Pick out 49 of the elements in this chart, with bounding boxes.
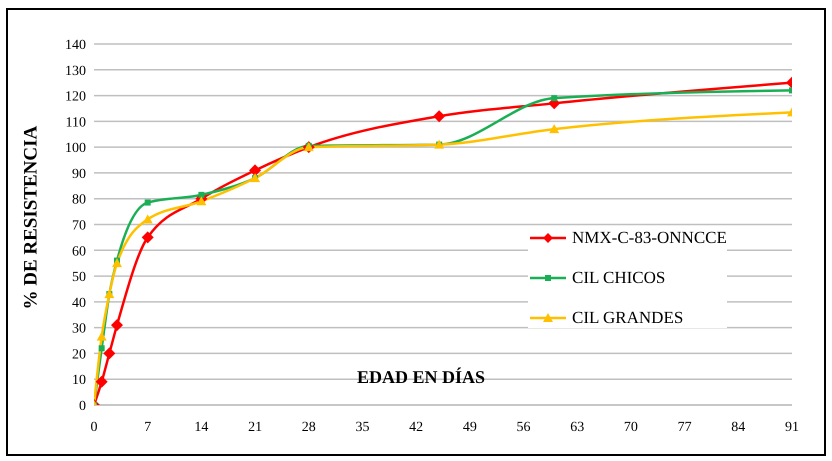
y-tick-label: 20 xyxy=(72,347,86,362)
point xyxy=(112,258,122,268)
y-tick-label: 90 xyxy=(72,166,86,182)
point xyxy=(144,200,151,206)
point xyxy=(98,345,105,352)
x-tick-label: 49 xyxy=(462,420,477,435)
x-tick-label: 28 xyxy=(302,420,316,435)
legend-label: CIL CHICOS xyxy=(572,268,666,288)
x-tick-label: 7 xyxy=(144,420,152,435)
point xyxy=(103,347,116,360)
x-tick-label: 70 xyxy=(624,420,638,435)
legend-label: CIL GRANDES xyxy=(572,308,684,328)
y-axis-title: % DE RESISTENCIA xyxy=(20,126,42,310)
point xyxy=(433,110,446,122)
y-tick-label: 10 xyxy=(72,373,86,388)
y-tick-label: 110 xyxy=(66,115,86,130)
y-tick-label: 60 xyxy=(72,244,86,260)
y-tick-label: 0 xyxy=(79,398,86,414)
x-tick-label: 21 xyxy=(248,420,262,435)
point xyxy=(96,376,108,388)
x-tick-label: 84 xyxy=(731,420,746,435)
x-tick-label: 14 xyxy=(194,420,208,435)
y-tick-label: 70 xyxy=(72,218,86,234)
x-tick-label: 77 xyxy=(678,420,692,435)
y-tick-label: 80 xyxy=(72,192,86,208)
point xyxy=(198,192,204,198)
x-tick-label: 42 xyxy=(409,420,424,435)
x-tick-label: 56 xyxy=(516,420,531,435)
y-tick-label: 30 xyxy=(72,322,86,337)
y-tick-label: 100 xyxy=(65,141,86,156)
x-tick-label: 91 xyxy=(785,420,799,435)
x-axis-title: EDAD EN DÍAS xyxy=(356,367,486,387)
y-tick-label: 50 xyxy=(72,270,86,286)
point xyxy=(551,95,558,102)
point xyxy=(142,214,153,224)
point xyxy=(196,196,206,206)
point xyxy=(111,319,124,332)
y-tick-label: 40 xyxy=(72,296,86,311)
x-tick-label: 0 xyxy=(90,420,98,435)
y-tick-label: 120 xyxy=(65,90,86,105)
x-tick-label: 35 xyxy=(355,420,370,435)
x-tick-label: 63 xyxy=(570,420,584,435)
y-tick-label: 130 xyxy=(65,64,86,79)
point xyxy=(96,332,107,341)
point xyxy=(249,164,262,176)
y-tick-label: 140 xyxy=(65,38,86,53)
legend-label: NMX-C-83-ONNCCE xyxy=(572,228,727,248)
point xyxy=(549,124,560,134)
point xyxy=(142,231,154,244)
